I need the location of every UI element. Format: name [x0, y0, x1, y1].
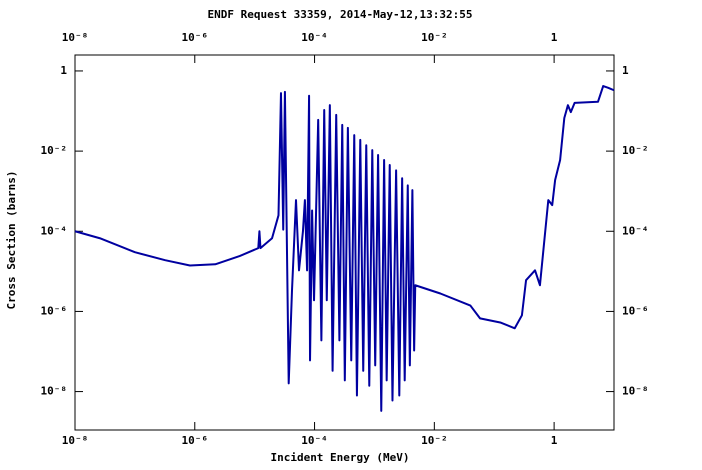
y-tick-label-right: 1: [622, 64, 629, 77]
y-tick-label-right: 10⁻²: [622, 144, 649, 157]
x-tick-label: 10⁻⁴: [301, 434, 328, 447]
plot-frame: [74, 54, 615, 431]
y-tick-label: 10⁻⁶: [41, 304, 68, 317]
data-line: [74, 85, 615, 412]
y-tick-label-right: 10⁻⁴: [622, 224, 649, 237]
x-tick-label-top: 10⁻²: [421, 31, 448, 44]
x-tick-label-top: 1: [551, 31, 558, 44]
x-tick-label: 10⁻²: [421, 434, 448, 447]
chart-title: ENDF Request 33359, 2014-May-12,13:32:55: [208, 8, 473, 21]
y-axis-label: Cross Section (barns): [5, 170, 18, 309]
y-tick-label: 10⁻⁴: [41, 224, 68, 237]
x-tick-label: 10⁻⁶: [182, 434, 209, 447]
y-tick-label: 10⁻²: [41, 144, 68, 157]
x-tick-label-top: 10⁻⁴: [301, 31, 328, 44]
y-tick-label-right: 10⁻⁸: [622, 385, 649, 398]
x-axis-label: Incident Energy (MeV): [270, 451, 409, 464]
x-tick-label: 1: [551, 434, 558, 447]
y-tick-label: 1: [60, 64, 67, 77]
y-tick-label: 10⁻⁸: [41, 385, 68, 398]
x-tick-label: 10⁻⁸: [62, 434, 89, 447]
y-tick-label-right: 10⁻⁶: [622, 304, 649, 317]
x-tick-label-top: 10⁻⁸: [62, 31, 89, 44]
x-tick-label-top: 10⁻⁶: [182, 31, 209, 44]
